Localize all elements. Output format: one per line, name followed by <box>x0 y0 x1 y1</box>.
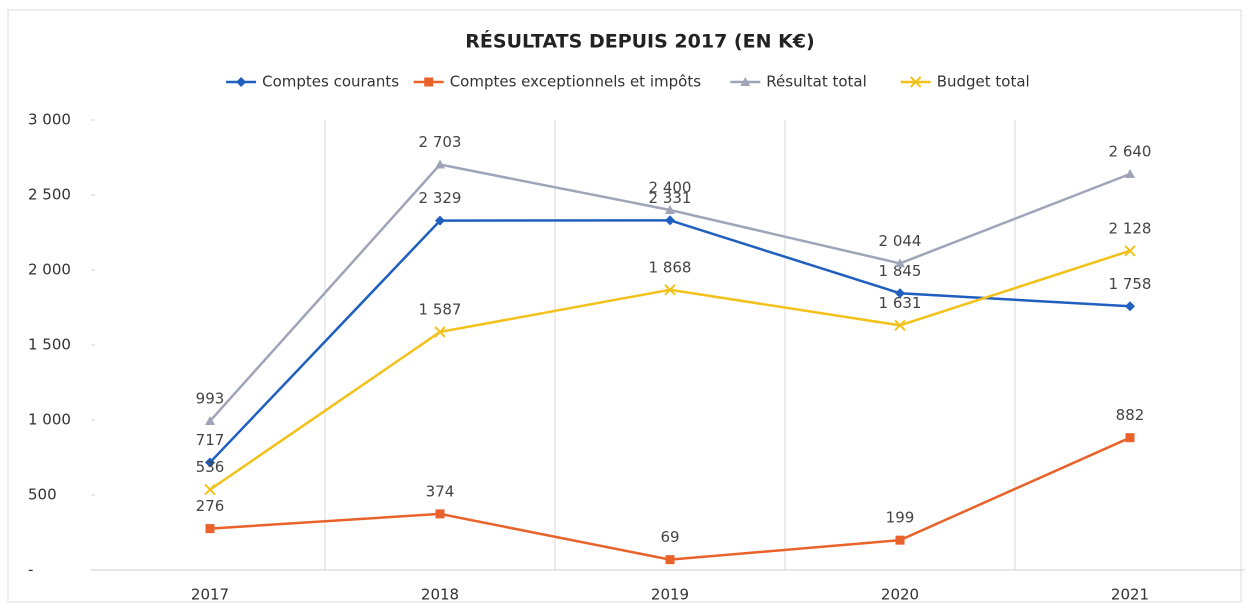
series-line <box>209 219 1131 464</box>
point <box>665 215 675 226</box>
point <box>434 326 446 338</box>
legend-label: Comptes courants <box>262 73 399 91</box>
data-label: 69 <box>660 528 679 546</box>
legend-label: Budget total <box>937 73 1030 91</box>
y-tick-label: 3 000 <box>28 111 71 129</box>
data-label: 717 <box>196 431 225 449</box>
y-tick-label: 1 000 <box>28 411 71 429</box>
data-label: 199 <box>886 509 915 527</box>
data-label: 2 703 <box>419 133 462 151</box>
point <box>895 535 905 545</box>
y-tick-label: 2 500 <box>28 186 71 204</box>
point <box>205 457 215 468</box>
point <box>205 416 215 426</box>
x-tick-label: 2019 <box>651 586 689 604</box>
data-label: 536 <box>196 458 225 476</box>
data-label: 276 <box>196 497 225 515</box>
y-tick-label: 1 500 <box>28 336 71 354</box>
point <box>435 159 445 169</box>
point <box>895 258 905 268</box>
point <box>664 284 676 296</box>
data-label: 1 758 <box>1109 275 1152 293</box>
legend-marker <box>909 76 922 88</box>
x-tick-label: 2020 <box>881 586 919 604</box>
x-tick-label: 2021 <box>1111 586 1149 604</box>
legend-label: Comptes exceptionnels et impôts <box>450 73 702 91</box>
point <box>435 215 445 226</box>
data-label: 2 128 <box>1109 219 1152 237</box>
data-label: 374 <box>426 482 455 500</box>
x-tick-label: 2018 <box>421 586 459 604</box>
point <box>1125 301 1135 312</box>
point <box>894 319 906 332</box>
data-label: 1 587 <box>419 300 462 318</box>
chart-border <box>7 9 1242 603</box>
point <box>895 288 905 299</box>
point <box>1125 169 1135 178</box>
point <box>1125 433 1135 443</box>
data-label: 2 331 <box>649 189 692 207</box>
y-tick-label: - <box>28 561 33 579</box>
point <box>204 483 216 496</box>
legend-marker <box>424 77 434 87</box>
data-label: 993 <box>196 390 225 408</box>
point <box>205 524 215 534</box>
legend-marker <box>236 77 247 87</box>
data-label: 2 400 <box>649 179 692 197</box>
point <box>435 509 445 519</box>
y-tick-label: 2 000 <box>28 261 71 279</box>
point <box>665 555 675 565</box>
chart-title: RÉSULTATS DEPUIS 2017 (EN K€) <box>465 30 814 53</box>
data-label: 2 329 <box>419 189 462 207</box>
x-tick-label: 2017 <box>191 586 229 604</box>
legend-marker <box>740 77 751 86</box>
legend-label: Résultat total <box>766 73 867 91</box>
data-label: 1 631 <box>879 294 922 312</box>
data-label: 2 640 <box>1109 143 1152 161</box>
point <box>1124 245 1136 257</box>
point <box>665 205 675 214</box>
data-label: 1 845 <box>879 262 922 280</box>
series-line <box>209 249 1131 491</box>
data-label: 882 <box>1116 406 1145 424</box>
y-tick-label: 500 <box>28 486 57 504</box>
data-label: 2 044 <box>879 232 922 250</box>
data-label: 1 868 <box>649 258 692 276</box>
